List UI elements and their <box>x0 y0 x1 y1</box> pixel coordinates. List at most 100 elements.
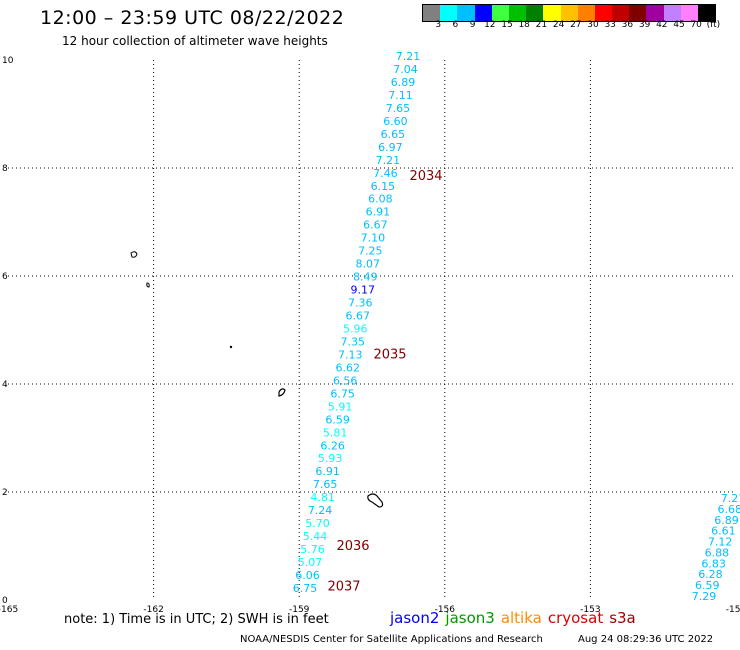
wave-height-value: 6.59 <box>325 413 350 426</box>
wave-height-value: 6.91 <box>315 465 340 478</box>
y-tick-label: 6 <box>2 272 8 282</box>
legend-item-jason3: jason3 <box>445 609 495 627</box>
color-swatch <box>594 5 613 21</box>
color-scale-label: 36 <box>621 20 634 30</box>
y-tick-label: 0 <box>2 596 8 606</box>
wave-height-value: 6.62 <box>335 361 360 374</box>
wave-height-value: 6.59 <box>695 579 720 592</box>
color-swatch <box>698 5 716 21</box>
footer-credit: NOAA/NESDIS Center for Satellite Applica… <box>240 634 543 645</box>
wave-height-value: 7.12 <box>708 536 733 549</box>
wave-height-value: 6.65 <box>381 128 406 141</box>
wave-height-value: 7.29 <box>692 590 717 603</box>
wave-height-value: 6.88 <box>705 546 730 559</box>
wave-height-value: 6.89 <box>714 514 739 527</box>
color-scale-label: 3 <box>435 20 442 30</box>
wave-height-value: 7.11 <box>388 89 413 102</box>
wave-height-value: 7.04 <box>393 63 418 76</box>
x-tick-label: -150 <box>726 605 740 615</box>
color-swatch <box>457 5 475 21</box>
island-outline <box>130 251 138 258</box>
wave-height-value: 5.91 <box>328 400 353 413</box>
wave-height-value: 7.21 <box>396 50 421 63</box>
color-swatch <box>560 5 578 21</box>
color-scale-label: 21 <box>535 20 548 30</box>
wave-height-value: 6.97 <box>378 141 403 154</box>
pass-time-label: 2036 <box>336 539 369 554</box>
legend-item-s3a: s3a <box>609 609 636 627</box>
wave-height-value: 6.67 <box>363 219 388 232</box>
y-tick-label: 10 <box>2 56 14 66</box>
color-scale-label: 15 <box>501 20 513 30</box>
color-swatch <box>543 5 561 21</box>
wave-height-value: 6.08 <box>368 193 393 206</box>
color-swatch <box>629 5 647 21</box>
island-outline <box>146 282 150 288</box>
wave-height-value: 5.44 <box>303 530 328 543</box>
color-swatch <box>680 5 698 21</box>
wave-height-value: 8.49 <box>353 271 378 284</box>
island-outline <box>278 388 286 397</box>
wave-height-value: 6.06 <box>295 569 320 582</box>
wave-height-value: 6.75 <box>293 582 318 595</box>
y-tick-label: 4 <box>2 380 8 390</box>
legend-item-altika: altika <box>500 609 542 627</box>
wave-height-value: 7.36 <box>348 297 373 310</box>
wave-height-value: 5.96 <box>343 322 368 335</box>
color-scale-label: 6 <box>452 20 459 30</box>
x-tick-label: -153 <box>580 605 600 615</box>
color-scale-label: 30 <box>587 20 599 30</box>
wave-height-value: 7.21 <box>376 154 401 167</box>
wave-height-value: 6.28 <box>698 568 723 581</box>
color-scale-label: 9 <box>469 20 476 30</box>
color-swatch <box>440 5 458 21</box>
axis-labels: -165 -162 -159 -156 -153 -150 0 2 4 6 8 10 <box>0 56 740 615</box>
y-tick-label: 2 <box>2 488 8 498</box>
pass-time-label: 2037 <box>327 580 360 595</box>
wave-height-value: 6.83 <box>701 557 726 570</box>
color-swatch <box>526 5 544 21</box>
map-title: 12:00 – 23:59 UTC 08/22/2022 <box>40 7 345 29</box>
color-swatch <box>646 5 664 21</box>
color-scale-label: 39 <box>638 20 651 30</box>
y-tick-label: 8 <box>2 164 8 174</box>
map-subtitle: 12 hour collection of altimeter wave hei… <box>62 34 328 48</box>
wave-height-value: 7.25 <box>358 245 383 258</box>
island-outlines <box>130 251 384 508</box>
color-scale-label: 45 <box>673 20 685 30</box>
wave-height-value: 7.35 <box>340 335 365 348</box>
legend-item-cryosat: cryosat <box>547 609 604 627</box>
color-swatch <box>612 5 630 21</box>
wave-height-value: 6.56 <box>333 374 358 387</box>
island-outline <box>229 345 233 349</box>
wave-height-value: 5.93 <box>318 452 343 465</box>
wave-height-value: 7.46 <box>373 167 398 180</box>
wave-height-value: 7.65 <box>313 478 338 491</box>
wave-height-value: 9.17 <box>351 284 376 297</box>
wave-height-value: 7.10 <box>361 232 386 245</box>
color-scale-bar <box>422 4 717 22</box>
color-scale-label: 27 <box>570 20 582 30</box>
color-swatch <box>508 5 527 21</box>
note-text: note: 1) Time is in UTC; 2) SWH is in fe… <box>64 612 329 627</box>
wave-height-value: 5.70 <box>305 517 330 530</box>
satellite-legend: jason2 jason3 altika cryosat s3a <box>390 609 642 627</box>
color-swatch <box>491 5 509 21</box>
wave-height-value: 5.76 <box>300 543 325 556</box>
wave-height-value: 6.15 <box>371 180 396 193</box>
wave-height-value: 6.89 <box>391 76 416 89</box>
color-scale-label: 33 <box>604 20 616 30</box>
wave-height-value: 5.07 <box>298 556 323 569</box>
color-scale-label: 70 <box>690 20 702 30</box>
color-swatch <box>423 5 441 21</box>
grid-lines <box>8 60 736 600</box>
x-tick-label: -159 <box>289 605 310 615</box>
wave-height-value: 6.61 <box>711 525 736 538</box>
color-scale-label: (ft) <box>706 20 721 30</box>
wave-height-value: 7.24 <box>308 504 333 517</box>
color-scale-label: 42 <box>656 20 668 30</box>
x-tick-label: -165 <box>0 605 18 615</box>
island-outline <box>367 493 384 508</box>
x-tick-label: -156 <box>435 605 456 615</box>
